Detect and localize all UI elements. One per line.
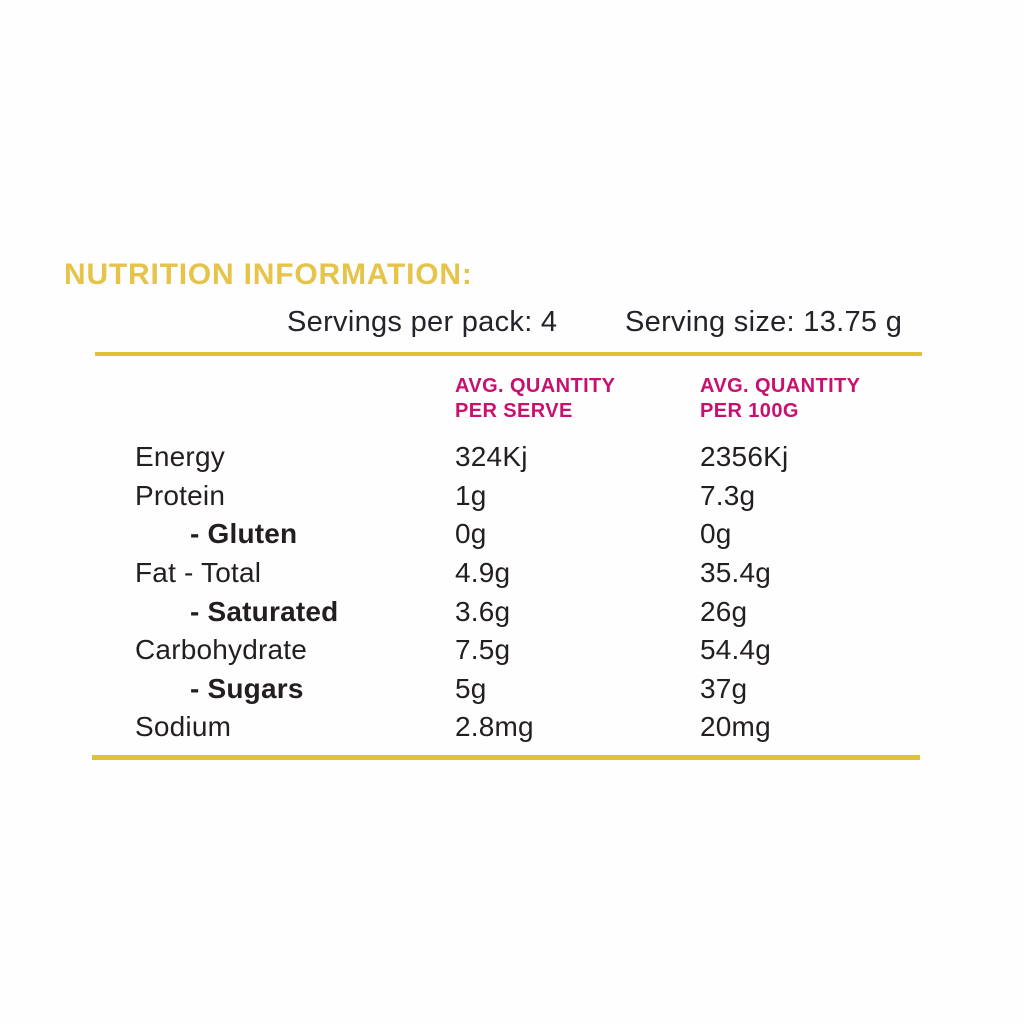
per-100g-value: 35.4g [700, 557, 772, 589]
nutrient-label: Carbohydrate [135, 634, 308, 666]
nutrient-label: Protein [135, 479, 226, 511]
table-row-sugars: - Sugars 5g 37g [95, 670, 955, 709]
per-serve-value: 324Kj [455, 441, 528, 473]
nutrient-label: Fat - Total [135, 557, 262, 589]
column-header-per-serve-line1: AVG. QUANTITY [455, 375, 616, 397]
table-row-gluten: - Gluten 0g 0g [95, 515, 955, 554]
table-row-sodium: Sodium 2.8mg 20mg [95, 708, 955, 747]
column-header-per-100g-line1: AVG. QUANTITY [700, 375, 861, 397]
nutrient-label: - Saturated [190, 595, 339, 627]
per-serve-value: 7.5g [455, 634, 511, 666]
per-100g-value: 37g [700, 672, 748, 704]
per-100g-value: 7.3g [700, 479, 756, 511]
nutrient-label: Sodium [135, 711, 232, 743]
column-header-per-serve: AVG. QUANTITY PER SERVE [455, 374, 615, 424]
column-header-per-serve-line2: PER SERVE [455, 400, 573, 422]
per-serve-value: 3.6g [455, 595, 511, 627]
per-100g-value: 54.4g [700, 634, 772, 666]
nutrient-label: Energy [135, 441, 225, 473]
per-100g-value: 20mg [700, 711, 771, 743]
per-100g-value: 0g [700, 518, 732, 550]
table-row-saturated: - Saturated 3.6g 26g [95, 592, 955, 631]
per-serve-value: 5g [455, 672, 487, 704]
table-row-fat-total: Fat - Total 4.9g 35.4g [95, 554, 955, 593]
nutrition-table: Energy 324Kj 2356Kj Protein 1g 7.3g - Gl… [95, 438, 955, 747]
nutrient-label: - Gluten [190, 518, 298, 550]
page-title: NUTRITION INFORMATION: [64, 258, 473, 291]
per-serve-value: 2.8mg [455, 711, 534, 743]
per-100g-value: 26g [700, 595, 748, 627]
table-row-carbohydrate: Carbohydrate 7.5g 54.4g [95, 631, 955, 670]
nutrient-label: - Sugars [190, 672, 304, 704]
table-row-energy: Energy 324Kj 2356Kj [95, 438, 955, 477]
servings-per-pack-text: Servings per pack: 4 [287, 306, 558, 338]
top-divider-rule [95, 352, 922, 356]
per-serve-value: 4.9g [455, 557, 511, 589]
serving-size-text: Serving size: 13.75 g [625, 306, 903, 338]
column-header-per-100g: AVG. QUANTITY PER 100G [700, 374, 860, 424]
column-header-per-100g-line2: PER 100G [700, 400, 799, 422]
table-row-protein: Protein 1g 7.3g [95, 477, 955, 516]
per-serve-value: 0g [455, 518, 487, 550]
per-100g-value: 2356Kj [700, 441, 789, 473]
per-serve-value: 1g [455, 479, 487, 511]
bottom-divider-rule [92, 755, 920, 760]
